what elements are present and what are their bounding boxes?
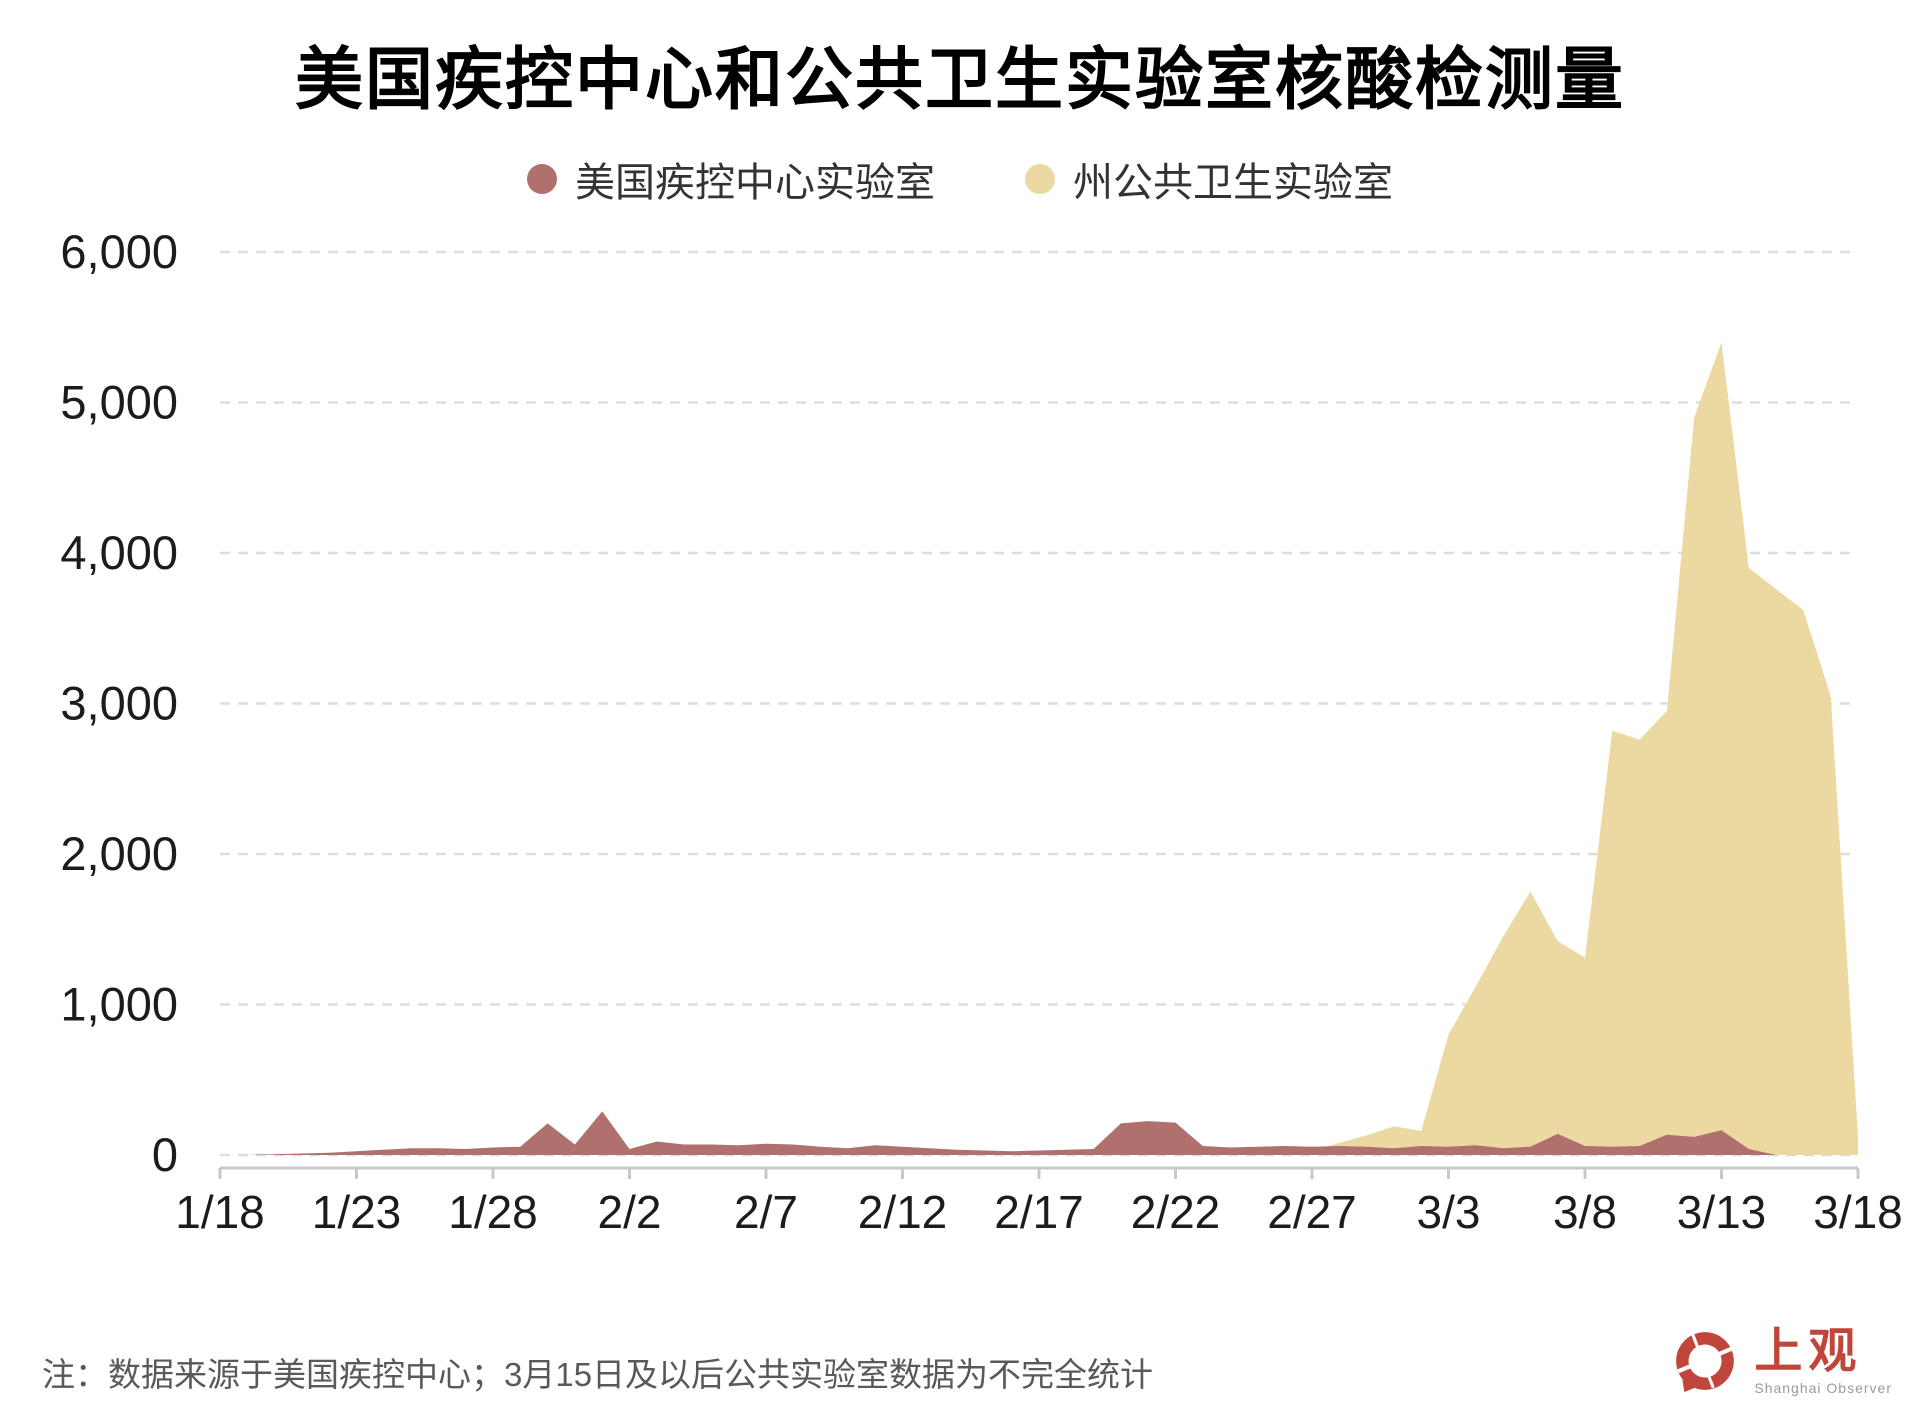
svg-text:2/22: 2/22 [1131, 1186, 1221, 1238]
svg-text:3/18: 3/18 [1813, 1186, 1903, 1238]
svg-text:4,000: 4,000 [60, 526, 178, 579]
legend-label-cdc: 美国疾控中心实验室 [575, 161, 935, 205]
shanghai-observer-logo-icon [1676, 1332, 1735, 1393]
svg-text:2/27: 2/27 [1267, 1186, 1357, 1238]
svg-text:1,000: 1,000 [60, 978, 178, 1031]
logo-subtitle: Shanghai Observer [1754, 1379, 1892, 1396]
svg-text:3/3: 3/3 [1417, 1186, 1481, 1238]
svg-text:2/2: 2/2 [598, 1186, 662, 1238]
svg-text:1/28: 1/28 [448, 1186, 538, 1238]
footnote: 注：数据来源于美国疾控中心；3月15日及以后公共实验室数据为不完全统计 [42, 1356, 1154, 1393]
legend-dot-cdc-icon [527, 164, 557, 194]
legend-item-state: 州公共卫生实验室 [1025, 150, 1393, 208]
legend-dot-state-icon [1025, 164, 1055, 194]
publisher-logo: 上观 Shanghai Observer [1672, 1325, 1892, 1396]
svg-text:3/13: 3/13 [1677, 1186, 1767, 1238]
svg-text:2/7: 2/7 [734, 1186, 798, 1238]
logo-title: 上观 [1754, 1325, 1863, 1378]
svg-text:5,000: 5,000 [60, 376, 178, 429]
chart-legend: 美国疾控中心实验室 州公共卫生实验室 [0, 150, 1920, 208]
chart-title: 美国疾控中心和公共卫生实验室核酸检测量 [294, 42, 1625, 118]
legend-label-state: 州公共卫生实验室 [1073, 161, 1393, 205]
svg-text:3,000: 3,000 [60, 677, 178, 730]
legend-item-cdc: 美国疾控中心实验室 [527, 150, 935, 208]
svg-text:3/8: 3/8 [1553, 1186, 1617, 1238]
logo-text-column: 上观 Shanghai Observer [1754, 1325, 1892, 1396]
svg-text:1/23: 1/23 [312, 1186, 402, 1238]
svg-text:2/12: 2/12 [858, 1186, 948, 1238]
svg-text:2/17: 2/17 [994, 1186, 1084, 1238]
svg-text:2,000: 2,000 [60, 827, 178, 880]
svg-text:1/18: 1/18 [175, 1186, 265, 1238]
svg-text:0: 0 [152, 1128, 178, 1181]
svg-text:6,000: 6,000 [60, 225, 178, 278]
